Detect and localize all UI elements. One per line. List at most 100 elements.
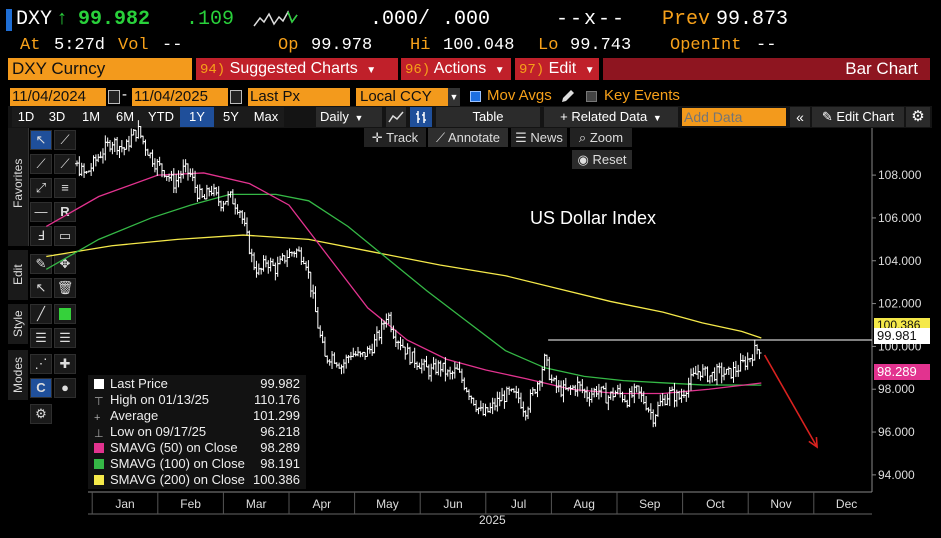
mode-c-icon[interactable]: C [30, 378, 52, 398]
end-date-field[interactable]: 11/04/2025 [132, 88, 228, 106]
settings-gear-icon[interactable]: ⚙ [30, 404, 52, 424]
palette-icon[interactable]: ● [54, 378, 76, 398]
period-5y[interactable]: 5Y [214, 107, 248, 127]
frequency-select[interactable]: Daily ▼ [316, 107, 382, 127]
sidebar-tab-edit[interactable]: Edit [8, 250, 28, 300]
legend-label: Low on 09/17/25 [110, 424, 207, 439]
add-data-input[interactable] [682, 108, 786, 126]
end-date-value: 11/04/2025 [134, 88, 208, 105]
x-tick-label: Sep [639, 497, 661, 511]
sma200-line [46, 234, 762, 339]
fill-color-icon[interactable] [54, 304, 76, 324]
pencil-icon[interactable] [560, 88, 576, 104]
sidebar-tab-modes[interactable]: Modes [8, 350, 28, 400]
zoom-button[interactable]: ⌕ Zoom [570, 128, 632, 147]
vol-value: -- [162, 36, 183, 55]
suggested-charts-menu[interactable]: 94) Suggested Charts ▼ [196, 58, 398, 80]
header-bar [0, 0, 941, 60]
projection-arrow [763, 354, 818, 448]
parallel-lines-icon[interactable]: ≡ [54, 178, 76, 198]
line-style-icon[interactable]: ☰ [54, 328, 76, 348]
y-tick-label: 96.000 [878, 425, 915, 439]
period-1d[interactable]: 1D [12, 107, 40, 127]
select-icon[interactable]: ↖ [30, 278, 52, 298]
line-color-icon[interactable]: ╱ [30, 304, 52, 324]
period-ytd[interactable]: YTD [142, 107, 180, 127]
security-field[interactable]: DXY Curncy [8, 58, 192, 80]
actions-label: Actions [433, 60, 487, 77]
crosshair-icon[interactable]: ✚ [54, 354, 76, 374]
zoom-icon: ⌕ [578, 130, 587, 145]
text-tool-icon[interactable]: R [54, 202, 76, 222]
ticker-symbol[interactable]: DXY [16, 8, 53, 31]
gear-icon[interactable]: ⚙ [906, 107, 930, 127]
sidebar-tab-favorites[interactable]: Favorites [8, 128, 29, 246]
legend-swatch [94, 443, 104, 453]
key-events-checkbox[interactable] [586, 91, 597, 102]
bid-ask: .000/ .000 [370, 8, 491, 31]
legend-label: Last Price [110, 376, 168, 391]
reset-button[interactable]: ◉ Reset [572, 150, 632, 169]
start-date-field[interactable]: 11/04/2024 [10, 88, 106, 106]
actions-menu[interactable]: 96) Actions ▼ [401, 58, 511, 80]
mov-avgs-checkbox[interactable] [470, 91, 481, 102]
last-price: 99.982 [78, 8, 151, 31]
bar-chart-icon[interactable] [410, 107, 432, 127]
ray-line-icon[interactable]: ⟋ [54, 154, 76, 174]
date-separator: - [122, 86, 127, 103]
calendar-icon[interactable] [108, 90, 120, 104]
sidebar-tab-style[interactable]: Style [8, 304, 28, 344]
related-data-label: + Related Data [560, 109, 648, 124]
fibonacci-icon[interactable]: Ⅎ [30, 226, 52, 246]
legend-swatch [94, 459, 104, 469]
channel-icon[interactable]: ⤢ [30, 178, 52, 198]
calendar-icon[interactable] [230, 90, 242, 104]
track-button[interactable]: ✛ Track [364, 128, 426, 147]
y-tick-label: 102.000 [878, 297, 922, 311]
dotted-line-icon[interactable]: ⋰ [30, 354, 52, 374]
period-1y[interactable]: 1Y [180, 107, 214, 127]
vol-label: Vol [118, 36, 149, 55]
trend-line-icon[interactable]: ⟋ [30, 154, 52, 174]
line-width-icon[interactable]: ☰ [30, 328, 52, 348]
x-tick-label: Feb [180, 497, 201, 511]
annotate-button[interactable]: ⟋ Annotate [428, 128, 508, 147]
x-tick-label: Apr [312, 497, 331, 511]
low-value: 99.743 [570, 36, 632, 55]
news-button[interactable]: ☰ News [511, 128, 567, 147]
collapse-icon[interactable]: « [790, 107, 810, 127]
related-data-menu[interactable]: + Related Data ▼ [544, 107, 678, 127]
trash-icon[interactable]: 🗑 [54, 278, 76, 298]
period-max[interactable]: Max [248, 107, 284, 127]
edit-menu[interactable]: 97) Edit ▼ [515, 58, 599, 80]
news-label: News [530, 130, 563, 145]
field-select[interactable]: Last Px [248, 88, 350, 106]
currency-select[interactable]: Local CCY ▼ [356, 88, 460, 106]
period-3d[interactable]: 3D [40, 107, 74, 127]
zoom-label: Zoom [589, 130, 624, 145]
chart-type-label: Bar Chart [845, 59, 918, 78]
suggested-num: 94) [200, 62, 226, 78]
chart-title: US Dollar Index [530, 208, 657, 228]
sma50-tag-value: 98.289 [877, 364, 917, 379]
legend-label: SMAVG (50) on Close [110, 440, 238, 455]
rectangle-tool-icon[interactable]: ▭ [54, 226, 76, 246]
edit-num: 97) [519, 62, 545, 78]
edit-chart-button[interactable]: ✎ Edit Chart [812, 107, 904, 127]
annotate-icon: ⟋ [435, 130, 446, 145]
mov-avgs-label[interactable]: Mov Avgs [487, 87, 552, 104]
horizontal-line-icon[interactable]: — [30, 202, 52, 222]
low-label: Lo [538, 36, 559, 55]
high-value: 100.048 [443, 36, 515, 55]
cursor-tool-icon[interactable]: ↖ [30, 130, 52, 150]
up-arrow-icon: ↑ [56, 8, 69, 31]
line-chart-icon[interactable] [386, 107, 406, 127]
key-events-label[interactable]: Key Events [604, 87, 680, 104]
period-6m[interactable]: 6M [108, 107, 142, 127]
track-label: Track [386, 130, 419, 145]
field-value: Last Px [250, 88, 301, 105]
draw-line-tool-icon[interactable]: ⟋ [54, 130, 76, 150]
last-price-tag: 99.981 [874, 328, 930, 344]
period-1m[interactable]: 1M [74, 107, 108, 127]
table-button[interactable]: Table [436, 107, 540, 127]
